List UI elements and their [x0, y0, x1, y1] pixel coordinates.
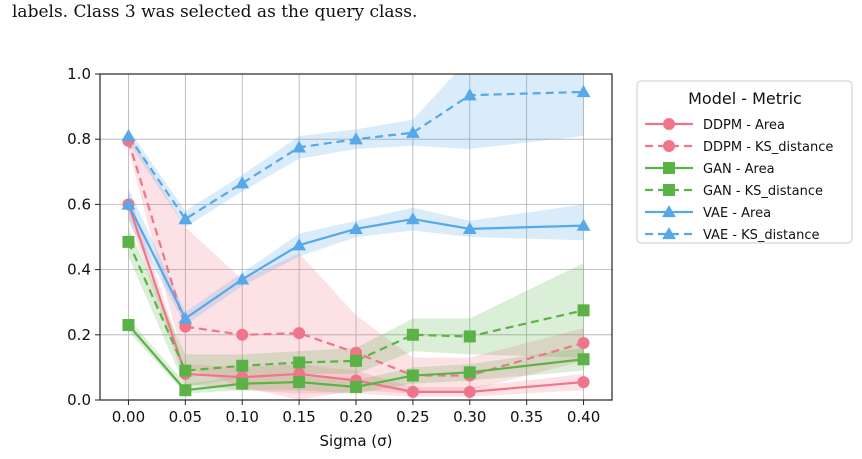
x-tick-label: 0.30: [453, 408, 486, 426]
legend-marker: [663, 184, 675, 196]
point-vae-ks-distance: [405, 125, 420, 138]
point-gan-area: [122, 319, 135, 332]
legend-label: DDPM - Area: [703, 118, 785, 133]
point-vae-ks-distance: [576, 85, 591, 98]
point-ddpm-area: [577, 376, 590, 389]
point-gan-area: [577, 353, 590, 366]
y-tick-label: 0.6: [67, 195, 91, 213]
point-gan-area: [350, 380, 362, 393]
x-tick-label: 0.05: [169, 408, 202, 426]
point-vae-area: [121, 197, 136, 210]
point-vae-area: [405, 212, 420, 225]
point-gan-area: [179, 384, 192, 397]
point-gan-ks-distance: [406, 328, 419, 341]
point-gan-ks-distance: [463, 330, 476, 343]
legend-label: DDPM - KS_distance: [703, 140, 833, 155]
x-tick-label: 0.15: [282, 408, 315, 426]
legend-label: VAE - Area: [703, 206, 771, 221]
legend-marker: [662, 205, 676, 218]
point-vae-area: [462, 221, 477, 235]
line-gan-area: [127, 324, 584, 392]
x-tick-label: 0.20: [339, 408, 372, 426]
band-gan-ks-distance: [128, 227, 584, 387]
point-ddpm-ks-distance: [293, 327, 306, 340]
point-vae-ks-distance: [292, 140, 307, 153]
x-tick-label: 0.35: [510, 408, 543, 426]
y-tick-label: 0.4: [67, 261, 91, 279]
point-vae-area: [178, 311, 193, 324]
point-vae-ks-distance: [349, 132, 363, 145]
line-gan-ks-distance: [127, 241, 584, 372]
y-tick-label: 1.0: [67, 65, 91, 83]
x-axis-label: Sigma (σ): [320, 432, 393, 450]
point-vae-area: [349, 221, 363, 235]
x-tick-label: 0.40: [567, 408, 600, 426]
legend-item-vae-ks-distance: VAE - KS_distance: [645, 227, 820, 243]
line-ddpm-ks-distance: [127, 140, 584, 377]
legend-item-ddpm-ks-distance: DDPM - KS_distance: [645, 140, 833, 155]
point-vae-area: [292, 238, 307, 251]
line-vae-ks-distance: [127, 90, 584, 221]
point-gan-ks-distance: [293, 356, 306, 369]
x-tick-label: 0.00: [112, 408, 145, 426]
legend-item-gan-area: GAN - Area: [645, 162, 775, 177]
point-vae-ks-distance: [178, 212, 193, 225]
point-vae-ks-distance: [235, 176, 250, 189]
legend-box: [636, 80, 853, 244]
point-gan-ks-distance: [122, 235, 135, 248]
point-vae-area: [235, 272, 250, 285]
legend-item-gan-ks-distance: GAN - KS_distance: [645, 184, 823, 199]
legend-label: GAN - Area: [703, 162, 775, 177]
series-lines: [127, 90, 584, 393]
legend-label: GAN - KS_distance: [703, 184, 823, 199]
y-tick-label: 0.2: [67, 326, 91, 344]
point-gan-area: [463, 366, 476, 379]
point-vae-ks-distance: [462, 88, 477, 101]
line-ddpm-area: [127, 204, 584, 393]
series-markers: [121, 85, 591, 398]
point-gan-ks-distance: [350, 354, 362, 367]
legend: Model - Metric DDPM - Area DDPM - KS_dist…: [636, 80, 853, 244]
legend-marker: [663, 118, 675, 130]
x-tick-label: 0.10: [226, 408, 259, 426]
point-vae-ks-distance: [121, 129, 136, 142]
y-tick-label: 0.8: [67, 130, 91, 148]
point-gan-ks-distance: [236, 359, 249, 372]
point-gan-area: [406, 369, 419, 382]
legend-item-ddpm-area: DDPM - Area: [645, 118, 785, 133]
y-tick-label: 0.0: [67, 391, 91, 409]
point-gan-area: [293, 376, 306, 389]
legend-marker: [663, 140, 675, 152]
x-axis-ticks: 0.00 0.05 0.10 0.15 0.20 0.25 0.30 0.35 0.40: [112, 400, 600, 426]
legend-title: Model - Metric: [688, 89, 802, 108]
point-ddpm-area: [463, 385, 476, 398]
point-ddpm-area: [406, 385, 419, 398]
legend-marker: [662, 227, 676, 240]
x-tick-label: 0.25: [396, 408, 429, 426]
point-gan-ks-distance: [179, 364, 192, 377]
point-ddpm-ks-distance: [236, 328, 249, 341]
point-ddpm-ks-distance: [577, 336, 590, 349]
band-vae-ks-distance: [128, 74, 584, 228]
y-axis-ticks: 0.0 0.2 0.4 0.6 0.8 1.0: [67, 65, 100, 409]
point-vae-area: [576, 218, 591, 231]
figure-caption: labels. Class 3 was selected as the quer…: [12, 2, 418, 22]
legend-item-vae-area: VAE - Area: [645, 205, 771, 221]
line-vae-area: [127, 203, 584, 321]
point-gan-area: [236, 377, 249, 390]
legend-label: VAE - KS_distance: [703, 228, 820, 243]
point-gan-ks-distance: [577, 304, 590, 317]
legend-marker: [663, 162, 675, 174]
